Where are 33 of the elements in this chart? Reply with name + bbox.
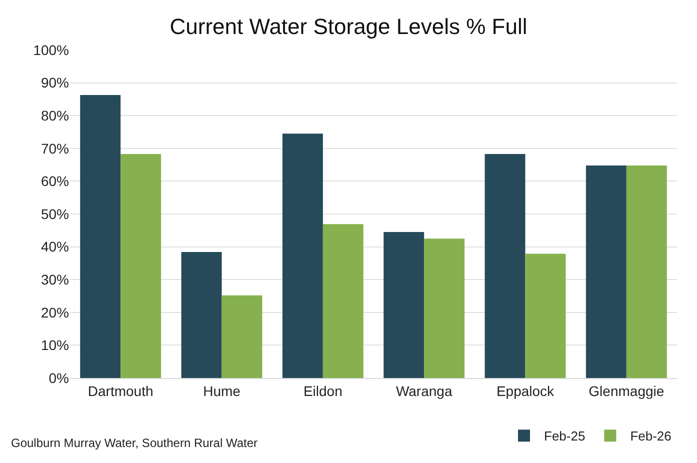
legend-label: Feb-25: [544, 428, 586, 444]
y-tick-label: 100%: [33, 42, 69, 58]
bar: [282, 134, 323, 378]
x-tick-label: Eppalock: [496, 382, 556, 399]
y-tick-label: 60%: [40, 173, 69, 190]
y-tick-label: 80%: [40, 108, 69, 124]
text: Goulburn Murray Water, Southern Rural Water: [11, 436, 258, 450]
bar: [80, 94, 121, 378]
x-tick-label: Hume: [203, 382, 241, 399]
y-tick-label: 90%: [40, 74, 69, 91]
legend-label: Feb-26: [630, 428, 672, 444]
bar: [322, 224, 364, 378]
x-tick-label: Waranga: [396, 382, 452, 399]
y-tick-label: 30%: [40, 272, 69, 288]
y-tick-label: 70%: [40, 140, 69, 156]
y-tick-label: 50%: [40, 206, 69, 222]
x-tick-label: Glenmaggie: [588, 382, 664, 399]
bar: [384, 232, 424, 378]
y-tick-label: 0%: [48, 370, 69, 386]
chart-title: Current Water Storage Levels % Full: [170, 14, 528, 39]
y-tick-label: 10%: [40, 337, 69, 354]
y-tick-label: 40%: [40, 238, 69, 255]
bar: [626, 165, 667, 378]
bar: [424, 238, 465, 378]
bar: [484, 154, 526, 378]
bar: [181, 252, 222, 378]
y-tick-label: 20%: [40, 304, 69, 320]
bar: [120, 154, 162, 378]
bar: [586, 165, 626, 378]
x-tick-label: Dartmouth: [88, 382, 154, 399]
x-tick-label: Eildon: [303, 382, 342, 399]
bar: [222, 295, 262, 378]
bar: [525, 254, 566, 378]
